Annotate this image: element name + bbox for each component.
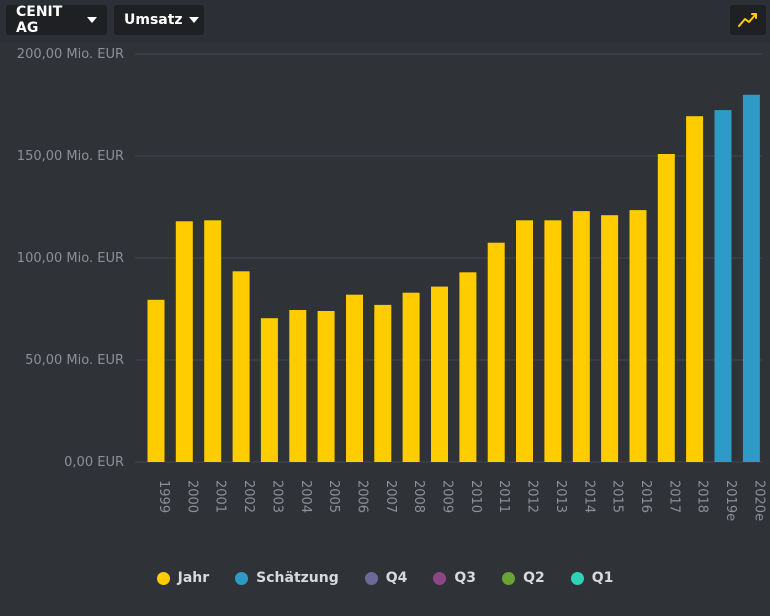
bar-2011[interactable] bbox=[487, 242, 505, 462]
x-tick-label: 2003 bbox=[269, 480, 284, 513]
legend-item-jahr[interactable]: Jahr bbox=[156, 570, 210, 586]
metric-dropdown[interactable]: Umsatz bbox=[114, 5, 204, 35]
x-tick-label: 2012 bbox=[525, 480, 540, 513]
bar-2010[interactable] bbox=[459, 272, 477, 462]
x-tick-label: 2008 bbox=[411, 480, 426, 513]
x-tick-label: 2002 bbox=[241, 480, 256, 513]
legend-item-q3[interactable]: Q3 bbox=[433, 570, 476, 586]
legend-dot-icon bbox=[235, 571, 249, 585]
legend-label: Schätzung bbox=[256, 570, 339, 586]
y-tick-label: 150,00 Mio. EUR bbox=[17, 149, 124, 164]
bar-2019e[interactable] bbox=[714, 110, 732, 462]
x-tick-label: 2011 bbox=[496, 480, 511, 513]
x-tick-label: 2020e bbox=[751, 480, 766, 521]
chevron-down-icon bbox=[188, 17, 199, 23]
bar-2002[interactable] bbox=[232, 271, 250, 462]
toolbar: CENIT AG Umsatz bbox=[0, 0, 770, 42]
x-tick-label: 2004 bbox=[298, 480, 313, 513]
bar-2020e[interactable] bbox=[742, 94, 760, 463]
metric-dropdown-label: Umsatz bbox=[124, 12, 183, 28]
bar-2007[interactable] bbox=[374, 304, 392, 462]
y-tick-label: 100,00 Mio. EUR bbox=[17, 251, 124, 266]
legend-item-q4[interactable]: Q4 bbox=[364, 570, 408, 586]
chart-type-button[interactable] bbox=[730, 5, 766, 35]
legend-dot-icon bbox=[433, 571, 447, 585]
company-dropdown-label: CENIT AG bbox=[16, 4, 63, 36]
bar-2016[interactable] bbox=[629, 210, 647, 462]
chart-legend: Jahr Schätzung Q4 Q3 Q2 Q1 bbox=[0, 564, 770, 592]
bar-2006[interactable] bbox=[346, 294, 363, 462]
x-tick-label: 2016 bbox=[638, 480, 653, 513]
legend-dot-icon bbox=[502, 571, 516, 585]
company-dropdown[interactable]: CENIT AG bbox=[6, 4, 107, 36]
x-tick-label: 2006 bbox=[354, 480, 369, 513]
y-tick-label: 0,00 EUR bbox=[64, 455, 124, 470]
x-tick-label: 2014 bbox=[581, 480, 596, 513]
y-tick-label: 200,00 Mio. EUR bbox=[17, 47, 124, 62]
legend-item-q1[interactable]: Q1 bbox=[570, 570, 614, 586]
bar-chart: 0,00 EUR 50,00 Mio. EUR 100,00 Mio. EUR 150… bbox=[17, 47, 767, 521]
x-tick-label: 1999 bbox=[156, 480, 171, 513]
legend-label: Jahr bbox=[177, 570, 210, 586]
legend-item-q2[interactable]: Q2 bbox=[502, 570, 545, 586]
x-tick-label: 2013 bbox=[553, 480, 568, 513]
bar-2012[interactable] bbox=[516, 220, 533, 462]
bar-2017[interactable] bbox=[657, 154, 675, 462]
bar-2014[interactable] bbox=[572, 211, 590, 462]
bar-2013[interactable] bbox=[544, 220, 562, 462]
x-tick-label: 2010 bbox=[468, 480, 483, 513]
legend-label: Q1 bbox=[591, 570, 614, 586]
x-tick-label: 2007 bbox=[383, 480, 398, 513]
y-tick-label: 50,00 Mio. EUR bbox=[25, 353, 124, 368]
legend-label: Q3 bbox=[454, 570, 477, 586]
bar-2018[interactable] bbox=[686, 116, 704, 462]
legend-item-schätzung[interactable]: Schätzung bbox=[235, 570, 339, 586]
legend-dot-icon bbox=[364, 571, 378, 585]
bar-2015[interactable] bbox=[601, 215, 619, 462]
x-tick-label: 2018 bbox=[695, 480, 710, 513]
bar-2009[interactable] bbox=[431, 286, 448, 462]
legend-dot-icon bbox=[156, 571, 170, 585]
x-tick-label: 2000 bbox=[184, 480, 199, 513]
legend-dot-icon bbox=[570, 571, 584, 585]
bar-2001[interactable] bbox=[204, 220, 222, 462]
bar-1999[interactable] bbox=[147, 299, 165, 462]
bar-2000[interactable] bbox=[175, 221, 193, 462]
x-tick-label: 2009 bbox=[440, 480, 455, 513]
x-tick-label: 2005 bbox=[326, 480, 341, 513]
bar-2004[interactable] bbox=[289, 310, 307, 462]
legend-label: Q4 bbox=[385, 570, 408, 586]
bar-2005[interactable] bbox=[317, 311, 335, 462]
chevron-down-icon bbox=[87, 17, 97, 23]
bar-2003[interactable] bbox=[260, 318, 278, 462]
x-tick-label: 2015 bbox=[610, 480, 625, 513]
legend-label: Q2 bbox=[523, 570, 545, 586]
bar-2008[interactable] bbox=[402, 292, 420, 462]
x-tick-label: 2019e bbox=[723, 480, 738, 521]
line-chart-icon bbox=[738, 13, 757, 27]
x-tick-label: 2001 bbox=[213, 480, 228, 513]
x-tick-label: 2017 bbox=[666, 480, 681, 513]
